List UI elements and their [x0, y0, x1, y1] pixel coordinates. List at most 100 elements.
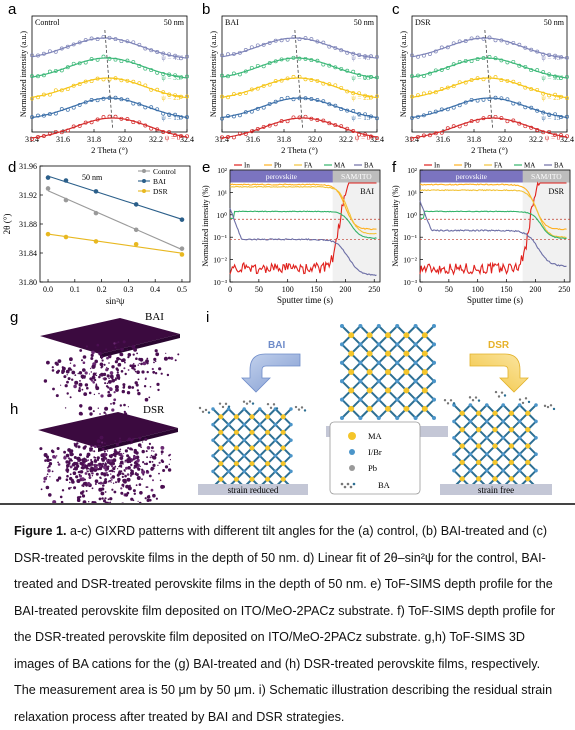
- ba-speckle: [133, 348, 137, 352]
- ba-speckle: [83, 355, 87, 359]
- ba-speckle: [111, 489, 113, 491]
- ba-speckle: [138, 443, 142, 447]
- ba-speckle: [94, 459, 97, 462]
- ba-speckle: [151, 489, 154, 492]
- halide-ion: [395, 379, 399, 383]
- ba-speckle: [91, 354, 94, 357]
- ba-molecule-atom: [243, 401, 245, 403]
- data-point: [46, 186, 51, 191]
- ba-speckle: [142, 441, 143, 442]
- ba-speckle: [76, 442, 78, 444]
- legend-label: Pb: [274, 162, 282, 170]
- ba-speckle: [156, 498, 158, 500]
- legend-swatch: [349, 465, 355, 471]
- ba-speckle: [90, 357, 93, 360]
- halide-ion: [485, 452, 489, 456]
- ba-speckle: [133, 368, 135, 370]
- ba-speckle: [124, 471, 125, 472]
- strain-relaxation-schematic: tensile strainControlstrain reducedstrai…: [198, 324, 555, 495]
- ma-cation: [218, 430, 223, 435]
- ba-speckle: [123, 386, 126, 389]
- ba-speckle: [78, 445, 81, 448]
- ba-speckle: [136, 484, 138, 486]
- x-tick-label: 0.1: [70, 285, 80, 294]
- ba-speckle: [120, 359, 122, 361]
- halide-ion: [377, 324, 381, 328]
- ba-speckle: [123, 453, 124, 454]
- ba-speckle: [106, 357, 109, 360]
- ba-speckle: [71, 480, 75, 484]
- ba-speckle: [65, 384, 68, 387]
- ba-speckle: [58, 359, 62, 363]
- panel-label-c: c: [392, 1, 400, 18]
- ma-cation: [385, 387, 391, 393]
- psi-label: ψ = 25°: [541, 94, 563, 102]
- ma-cation: [281, 446, 286, 451]
- y-axis-label: Normalized intensity (%): [391, 185, 400, 267]
- x-tick-label: 200: [339, 285, 351, 294]
- ba-speckle: [119, 438, 121, 440]
- legend-label: BA: [554, 162, 564, 170]
- ba-speckle: [52, 366, 54, 368]
- ba-speckle: [83, 482, 85, 484]
- halide-ion: [258, 470, 261, 473]
- ba-speckle: [58, 463, 61, 466]
- ba-molecule-atom: [205, 409, 207, 411]
- ma-cation: [476, 460, 481, 465]
- halide-ion: [358, 324, 362, 328]
- ba-speckle: [143, 362, 147, 366]
- ba-speckle: [79, 471, 82, 474]
- ba-speckle: [70, 363, 71, 364]
- halide-ion: [274, 454, 277, 457]
- ba-speckle: [78, 458, 81, 461]
- sam-ito-region-label: SAM/ITO: [531, 172, 562, 181]
- ba-speckle: [90, 469, 94, 473]
- ba-molecule-atom: [225, 403, 227, 405]
- ba-speckle: [130, 475, 132, 477]
- ma-cation: [367, 332, 373, 338]
- ba-molecule-atom: [525, 397, 527, 399]
- ba-speckle: [63, 451, 66, 454]
- halide-ion: [211, 470, 214, 473]
- halide-ion: [242, 470, 245, 473]
- ba-speckle: [110, 477, 112, 479]
- ba-speckle: [43, 481, 45, 483]
- ba-speckle: [111, 479, 113, 481]
- ba-speckle: [124, 362, 126, 364]
- ba-speckle: [153, 362, 155, 364]
- ba-molecule-atom: [208, 411, 210, 413]
- ba-speckle: [102, 473, 104, 475]
- panel-label-g: g: [10, 309, 18, 326]
- ba-speckle: [138, 358, 141, 361]
- ba-molecule-atom: [544, 405, 546, 407]
- ba-speckle: [90, 445, 92, 447]
- ba-speckle: [110, 371, 114, 375]
- ba-speckle: [90, 461, 93, 464]
- perovskite-region-label: perovskite: [266, 172, 298, 181]
- ba-speckle: [44, 453, 48, 457]
- ba-speckle: [106, 367, 107, 368]
- ba-speckle: [103, 364, 105, 366]
- ba-speckle: [89, 377, 92, 380]
- ba-speckle: [170, 357, 173, 360]
- ba-speckle: [141, 370, 144, 373]
- ba-speckle: [120, 470, 122, 472]
- halide-ion: [452, 452, 456, 456]
- ba-speckle: [107, 386, 109, 388]
- ma-cation: [218, 477, 223, 482]
- halide-ion: [395, 361, 399, 365]
- ma-cation: [460, 443, 465, 448]
- x-tick-label: 31.8: [467, 135, 481, 144]
- depth-annotation: 50 nm: [82, 173, 103, 182]
- halide-ion: [227, 438, 230, 441]
- halide-ion: [358, 342, 362, 346]
- halide-ion: [469, 403, 473, 407]
- ba-speckle: [76, 479, 80, 483]
- ba-speckle: [146, 470, 148, 472]
- ba-speckle: [152, 371, 155, 374]
- ba-speckle: [74, 374, 76, 376]
- ma-cation: [281, 461, 286, 466]
- data-point: [94, 211, 99, 216]
- ba-speckle: [141, 469, 143, 471]
- ba-speckle: [149, 461, 151, 463]
